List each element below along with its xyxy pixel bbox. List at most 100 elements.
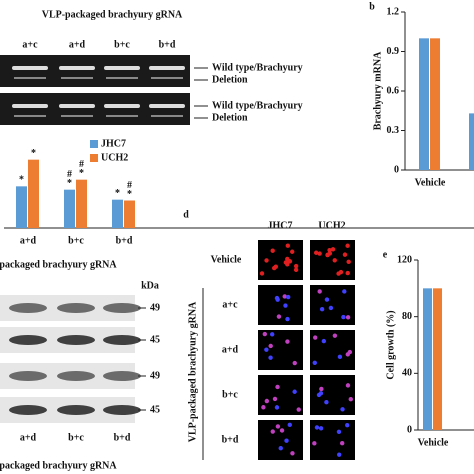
significance-mark: # [67,169,72,180]
micrograph [310,375,355,415]
blot-band [57,303,95,313]
bar [64,189,75,228]
bar [433,288,442,430]
cell [284,438,289,443]
cell [339,441,345,446]
cell [324,297,330,302]
lane-label: b+d [159,39,176,50]
micrograph [258,420,303,460]
cell [261,405,266,410]
cell [285,243,291,248]
gel-band [151,77,183,79]
cell [319,386,324,392]
gel-band [61,77,93,79]
lane-label: b+c [114,39,130,50]
bar [423,288,432,430]
column-label: JHC7 [268,220,293,231]
kda-marker: 49 [150,370,160,381]
cell [325,252,330,258]
bar [419,38,429,171]
micrograph [258,285,303,325]
cell [318,426,324,431]
cell [285,339,290,344]
blot-band [103,303,141,313]
cell [272,396,278,402]
legend-label: UCH2 [101,152,128,163]
blot-band [57,405,95,415]
kda-marker: 49 [150,302,160,313]
cell [275,297,280,302]
bar [76,179,87,228]
lane-label: a+c [22,39,38,50]
gel-band [59,104,95,108]
cell [286,294,291,300]
cell [275,424,281,429]
cell [279,428,285,433]
gel-band [12,66,48,70]
row-label: b+d [222,434,239,445]
significance-mark: # [79,159,84,170]
cell [292,389,297,394]
cell [332,333,338,338]
cell [293,263,299,269]
bar [430,38,440,171]
x-tick-label: b+d [116,235,133,246]
gel-band [149,66,185,70]
cell [282,294,287,299]
cell [262,331,268,337]
cell [313,335,318,340]
micrograph [258,375,303,415]
y-tick-label: 0 [407,424,412,435]
cell [318,391,324,396]
lane-label: b+d [114,432,131,443]
gel-band [104,104,140,108]
bar [469,113,474,170]
gel-band [14,77,46,79]
gel-band [149,104,185,108]
legend-swatch [90,140,98,148]
panel-label: d [183,209,189,220]
cell [345,243,350,248]
cell [332,258,337,263]
row-label: a+c [222,299,238,310]
significance-mark: * [19,175,24,186]
gel-image [0,93,190,125]
cell [293,267,299,273]
cell [345,270,350,276]
blot-band [57,371,95,381]
cell [346,259,351,265]
cell [328,305,334,311]
significance-mark: * [127,189,132,200]
cell [296,407,301,412]
cell [345,315,351,320]
significance-mark: * [67,178,72,189]
cell [269,332,275,337]
cell [347,349,353,355]
cell [285,316,290,322]
significance-mark: * [115,188,120,199]
cell [273,264,279,269]
cell [342,252,348,257]
bar [16,186,27,228]
gel-title: VLP-packaged brachyury gRNA [42,9,183,20]
y-tick-label: 1.2 [387,6,400,17]
blot-band [9,405,47,415]
blot-band [103,371,141,381]
lane-label: b+c [68,432,84,443]
y-tick-label: 120 [397,254,412,265]
x-tick-label: Vehicle [415,177,446,188]
y-axis-label: Cell growth (%) [385,310,396,379]
x-tick-label: b+c [68,235,84,246]
y-tick-label: 40 [402,368,412,379]
cell [276,314,282,319]
cell [330,247,336,252]
gel-band [14,115,46,117]
gel-band [12,104,48,108]
cell [268,343,273,349]
cell [287,422,292,428]
kda-marker: 45 [150,404,160,415]
y-tick-label: 0.3 [387,125,400,136]
column-label: UCH2 [318,220,345,231]
cell [274,405,280,410]
lane-label: a+d [20,432,37,443]
